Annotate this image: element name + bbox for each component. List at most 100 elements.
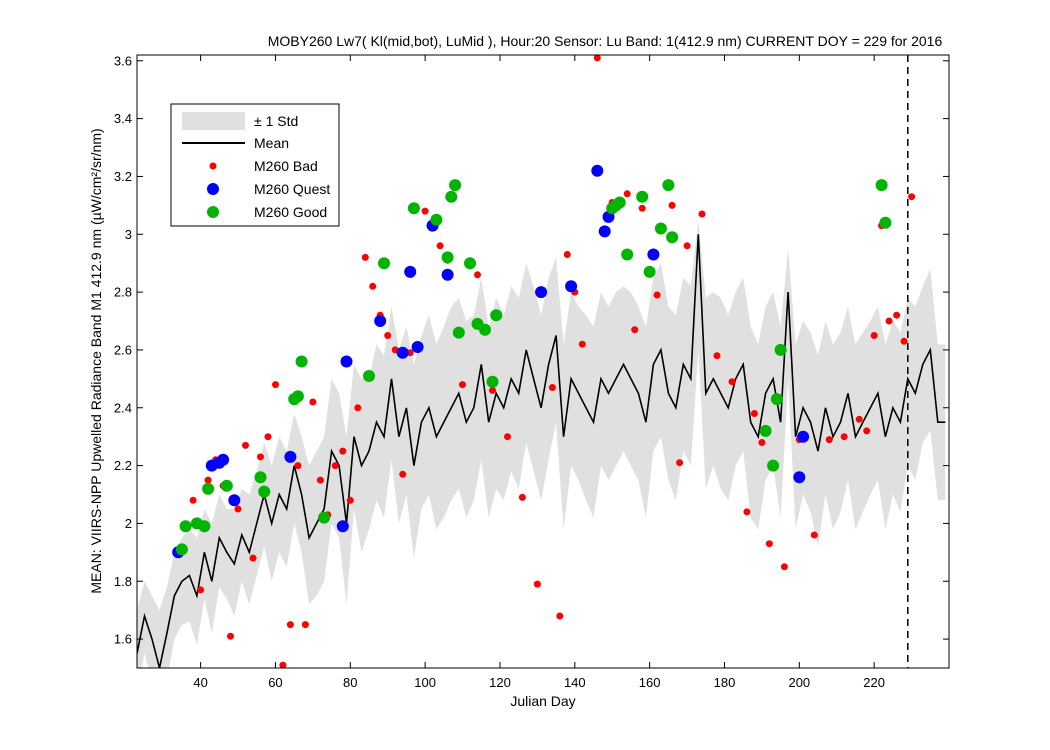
good-point xyxy=(643,265,656,278)
legend-swatch-good xyxy=(207,206,219,218)
bad-point xyxy=(504,433,511,441)
good-point xyxy=(441,251,454,264)
bad-point xyxy=(556,612,564,620)
y-tick-label: 3.6 xyxy=(114,53,132,68)
bad-point xyxy=(436,242,444,250)
x-tick-label: 140 xyxy=(564,675,586,690)
good-point xyxy=(654,222,667,235)
quest-point xyxy=(284,450,297,463)
good-point xyxy=(613,196,626,209)
quest-point xyxy=(535,286,548,299)
x-axis: 40 60 80 100 120 140 160 180 200 220 xyxy=(193,55,885,690)
bad-point xyxy=(593,55,601,62)
bad-point xyxy=(623,190,631,198)
bad-point xyxy=(548,384,556,391)
good-point xyxy=(202,482,215,495)
y-axis-label: MEAN: VIIRS-NPP Upwelled Radiance Band M… xyxy=(88,128,104,593)
x-tick-label: 200 xyxy=(788,675,810,690)
good-point xyxy=(363,370,375,382)
x-tick-label: 100 xyxy=(414,675,436,690)
x-tick-label: 40 xyxy=(193,675,207,690)
bad-point xyxy=(369,282,377,290)
bad-point xyxy=(698,210,706,218)
bad-point xyxy=(855,415,863,423)
legend-label-quest: M260 Quest xyxy=(254,181,330,197)
good-point xyxy=(621,248,634,261)
bad-point xyxy=(227,632,234,640)
mean-line xyxy=(137,234,946,668)
bad-point xyxy=(339,447,347,455)
bad-point xyxy=(346,496,354,504)
quest-point xyxy=(374,315,387,327)
legend-label-good: M260 Good xyxy=(254,204,327,220)
quest-point xyxy=(565,280,578,293)
quest-point xyxy=(336,520,349,533)
y-tick-label: 3.4 xyxy=(114,111,132,126)
bad-point xyxy=(489,386,496,394)
y-tick-label: 2.2 xyxy=(114,458,132,473)
y-tick-label: 2.4 xyxy=(114,400,132,415)
good-point xyxy=(666,231,679,244)
legend-label-std: ± 1 Std xyxy=(254,113,298,129)
bad-point xyxy=(533,580,541,588)
bad-point xyxy=(204,476,212,484)
bad-point xyxy=(286,621,294,629)
good-point xyxy=(258,485,271,498)
bad-point xyxy=(908,193,916,201)
good-point xyxy=(464,257,476,270)
legend-label-mean: Mean xyxy=(254,135,289,151)
bad-point xyxy=(780,563,788,571)
bad-point xyxy=(331,462,339,470)
bad-point xyxy=(713,352,721,360)
bad-point xyxy=(743,508,751,516)
good-point xyxy=(490,309,503,322)
x-tick-label: 220 xyxy=(863,675,885,690)
bad-point xyxy=(264,433,272,441)
bad-point xyxy=(668,201,676,209)
bad-point xyxy=(870,332,878,339)
bad-point xyxy=(758,439,766,446)
good-point xyxy=(759,424,772,437)
good-point xyxy=(636,190,649,203)
bad-point xyxy=(309,398,317,406)
good-point xyxy=(452,326,465,339)
x-tick-label: 80 xyxy=(343,675,357,690)
std-band xyxy=(137,219,946,668)
x-tick-label: 120 xyxy=(489,675,511,690)
x-axis-label: Julian Day xyxy=(510,693,575,709)
bad-point xyxy=(518,493,526,501)
quest-point xyxy=(404,265,417,278)
bad-point xyxy=(885,317,893,325)
bad-point xyxy=(683,242,691,250)
bad-point xyxy=(765,540,773,548)
good-point xyxy=(175,543,188,556)
bad-point xyxy=(399,470,407,478)
bad-point xyxy=(728,378,736,386)
quest-point xyxy=(793,471,806,484)
x-tick-label: 60 xyxy=(268,675,282,690)
bad-point xyxy=(234,505,242,513)
bad-point xyxy=(893,311,901,319)
quest-point xyxy=(228,494,241,507)
bad-point xyxy=(474,271,481,279)
bad-point xyxy=(384,332,392,339)
legend: ± 1 Std Mean M260 Bad M260 Quest M260 Go… xyxy=(170,103,340,227)
good-point xyxy=(662,179,675,192)
good-point xyxy=(486,375,499,388)
bad-point xyxy=(459,381,466,389)
good-point xyxy=(220,479,233,492)
good-point xyxy=(291,390,304,403)
legend-swatch-std xyxy=(182,112,245,130)
bad-point xyxy=(189,496,197,504)
y-tick-label: 1.8 xyxy=(114,574,132,589)
good-point xyxy=(774,343,787,356)
good-point xyxy=(875,179,888,192)
y-tick-label: 2.6 xyxy=(114,342,132,357)
quest-point xyxy=(411,341,424,353)
bad-point xyxy=(676,459,684,467)
good-point xyxy=(445,190,458,203)
y-tick-label: 3 xyxy=(125,227,132,242)
good-point xyxy=(254,471,267,484)
good-point xyxy=(407,202,420,215)
